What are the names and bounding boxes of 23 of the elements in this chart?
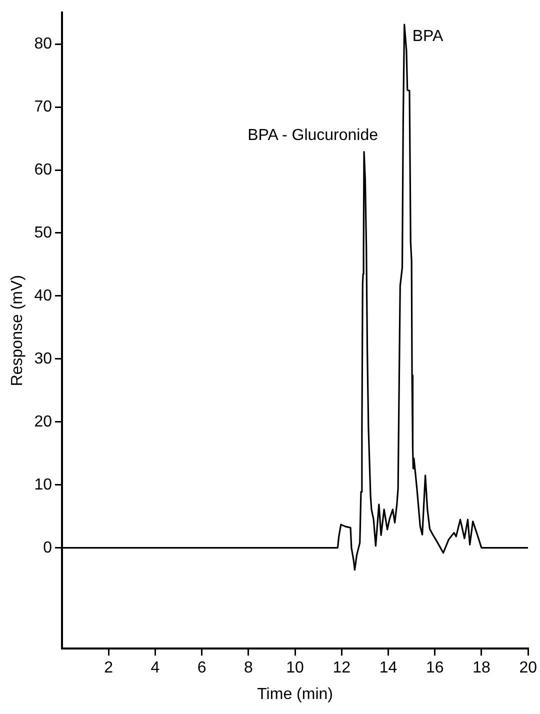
x-tick-label: 14 xyxy=(379,660,398,677)
y-tick-label: 50 xyxy=(34,224,52,242)
y-axis-title: Response (mV) xyxy=(9,275,26,386)
y-tick-label: 40 xyxy=(34,287,52,304)
y-tick-label: 80 xyxy=(34,35,52,52)
annotation: BPA xyxy=(412,28,444,45)
x-tick-label: 16 xyxy=(426,660,444,677)
y-tick-label: 0 xyxy=(43,539,52,556)
x-tick-label: 8 xyxy=(244,660,253,677)
x-tick-label: 2 xyxy=(104,660,114,677)
x-tick-label: 20 xyxy=(519,660,538,677)
annotation: BPA - Glucuronide xyxy=(248,127,378,144)
x-tick-label: 4 xyxy=(150,660,160,677)
x-tick-label: 12 xyxy=(332,660,351,677)
y-tick-label: 70 xyxy=(34,98,52,116)
y-tick-label: 10 xyxy=(34,476,52,494)
x-tick-label: 18 xyxy=(472,660,490,677)
y-tick-label: 20 xyxy=(34,413,52,430)
y-tick-label: 60 xyxy=(34,161,52,178)
x-axis-title: Time (min) xyxy=(257,686,333,703)
x-tick-label: 6 xyxy=(197,660,206,677)
x-tick-label: 10 xyxy=(286,660,304,677)
y-tick-label: 30 xyxy=(34,350,52,368)
